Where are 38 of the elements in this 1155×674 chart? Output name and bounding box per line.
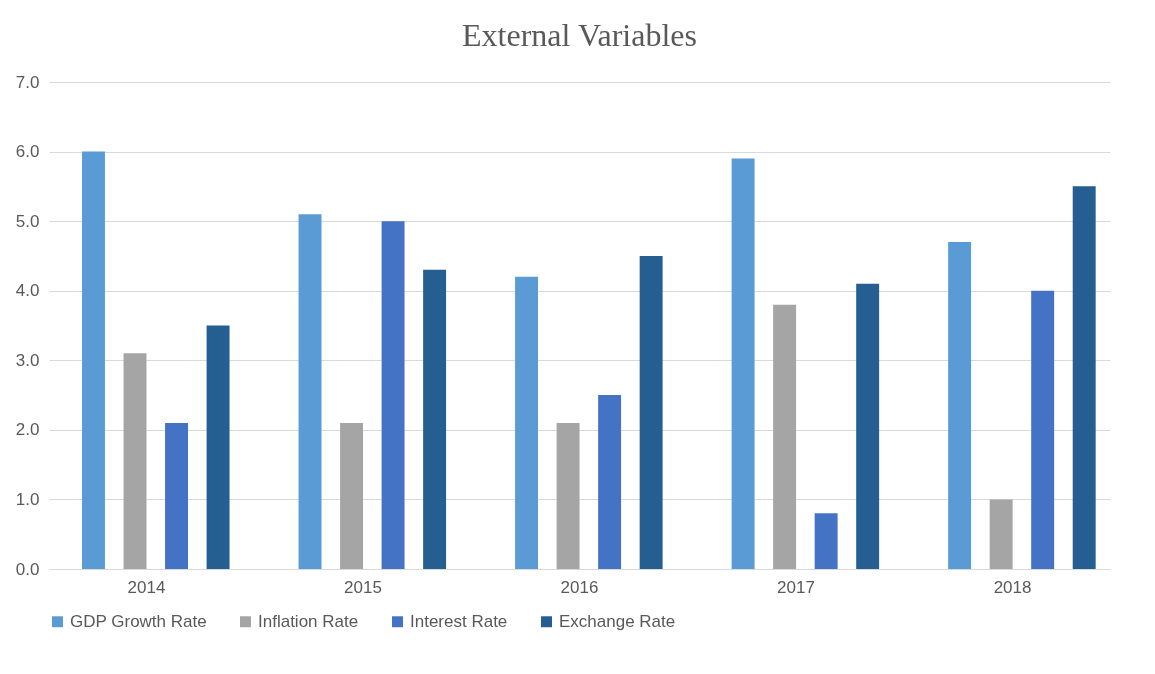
y-tick-label: 2.0 bbox=[15, 420, 40, 440]
bar bbox=[206, 325, 230, 569]
y-tick-label: 5.0 bbox=[15, 211, 40, 231]
y-tick-label: 4.0 bbox=[15, 281, 40, 301]
legend-label: Exchange Rate bbox=[559, 611, 676, 631]
y-tick-label: 7.0 bbox=[15, 72, 40, 92]
bar bbox=[814, 513, 838, 569]
bar bbox=[298, 214, 322, 569]
bar bbox=[598, 395, 622, 569]
bar bbox=[856, 283, 880, 569]
x-tick-label: 2018 bbox=[993, 577, 1032, 597]
legend-label: Inflation Rate bbox=[258, 611, 359, 631]
y-tick-label: 0.0 bbox=[15, 559, 40, 579]
y-tick-label: 6.0 bbox=[15, 142, 40, 162]
bar bbox=[515, 276, 539, 569]
bar bbox=[639, 255, 663, 569]
bar bbox=[82, 151, 105, 569]
bar bbox=[989, 499, 1013, 569]
x-tick-label: 2016 bbox=[560, 577, 599, 597]
x-tick-label: 2017 bbox=[777, 577, 815, 597]
bar bbox=[165, 422, 189, 569]
bar bbox=[381, 221, 405, 569]
bar bbox=[948, 242, 972, 569]
bar bbox=[773, 304, 797, 569]
x-tick-label: 2014 bbox=[127, 577, 166, 597]
legend-label: GDP Growth Rate bbox=[70, 611, 207, 631]
chart-title: External Variables bbox=[462, 17, 697, 53]
bar bbox=[1072, 186, 1096, 569]
legend-label: Interest Rate bbox=[410, 611, 508, 631]
x-tick-label: 2015 bbox=[344, 577, 382, 597]
bar bbox=[556, 422, 580, 569]
bar bbox=[340, 422, 364, 569]
y-tick-label: 3.0 bbox=[15, 350, 40, 370]
bar bbox=[1031, 290, 1055, 569]
bar bbox=[731, 158, 755, 569]
bar bbox=[123, 353, 147, 569]
bar bbox=[423, 269, 447, 569]
y-tick-label: 1.0 bbox=[15, 489, 40, 509]
